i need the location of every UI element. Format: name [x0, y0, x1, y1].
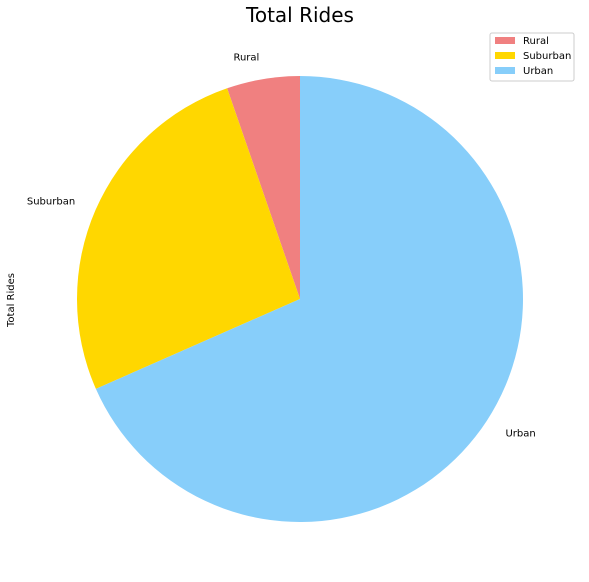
pie-slice-labels: Rural Suburban Urban: [27, 53, 536, 440]
y-axis-label: Total Rides: [6, 273, 17, 328]
legend: Rural Suburban Urban: [489, 32, 575, 82]
slice-label-urban: Urban: [505, 429, 535, 440]
pie-slice-urban: [95, 76, 523, 522]
chart-title: Total Rides: [245, 3, 354, 27]
legend-label-suburban: Suburban: [523, 51, 571, 62]
pie-slice-rural: [227, 76, 300, 299]
legend-label-urban: Urban: [523, 66, 553, 77]
pie-slice-suburban: [76, 88, 300, 389]
legend-label-rural: Rural: [523, 36, 549, 47]
slice-label-suburban: Suburban: [27, 196, 75, 207]
slice-label-rural: Rural: [233, 53, 259, 64]
legend-entries: Rural Suburban Urban: [495, 36, 571, 77]
legend-swatch-suburban: [495, 52, 515, 59]
legend-swatch-urban: [495, 67, 515, 74]
pie-slices: [76, 76, 523, 522]
legend-swatch-rural: [495, 37, 515, 44]
